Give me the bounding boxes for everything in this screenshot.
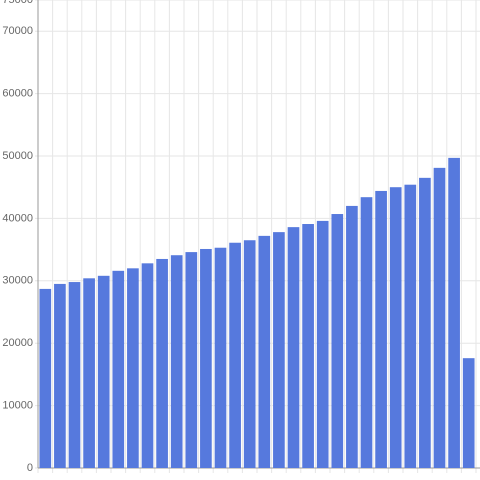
bar	[258, 235, 271, 468]
y-tick-label: 75000	[2, 0, 33, 6]
bar	[200, 248, 212, 468]
bar	[331, 214, 344, 468]
bar	[433, 167, 446, 468]
y-tick-label: 40000	[2, 212, 33, 224]
y-tick-label: 50000	[2, 150, 33, 162]
bar	[448, 157, 460, 468]
bar	[185, 252, 198, 468]
y-tick-label: 60000	[2, 88, 33, 100]
bar	[229, 242, 241, 468]
bar	[127, 268, 139, 468]
bar	[302, 224, 314, 468]
bar	[243, 240, 256, 468]
bar	[214, 247, 227, 468]
bar	[156, 258, 168, 468]
bar	[419, 177, 431, 468]
y-tick-label: 10000	[2, 400, 33, 412]
y-tick-label: 0	[27, 462, 33, 474]
bar	[141, 263, 154, 468]
bar	[97, 275, 110, 468]
bar	[360, 197, 373, 468]
bar	[170, 255, 183, 468]
bar	[287, 227, 300, 468]
bar	[316, 220, 329, 468]
y-tick-label: 30000	[2, 275, 33, 287]
bar	[389, 187, 402, 468]
bar	[346, 205, 358, 469]
bar	[273, 232, 285, 468]
bar	[68, 282, 81, 468]
bar	[39, 288, 52, 468]
bar	[462, 358, 475, 468]
bar	[54, 283, 66, 468]
bar	[375, 190, 387, 468]
bar	[112, 270, 125, 468]
y-tick-label: 70000	[2, 25, 33, 37]
bar	[404, 184, 417, 469]
y-tick-label: 20000	[2, 337, 33, 349]
bar	[83, 278, 95, 468]
